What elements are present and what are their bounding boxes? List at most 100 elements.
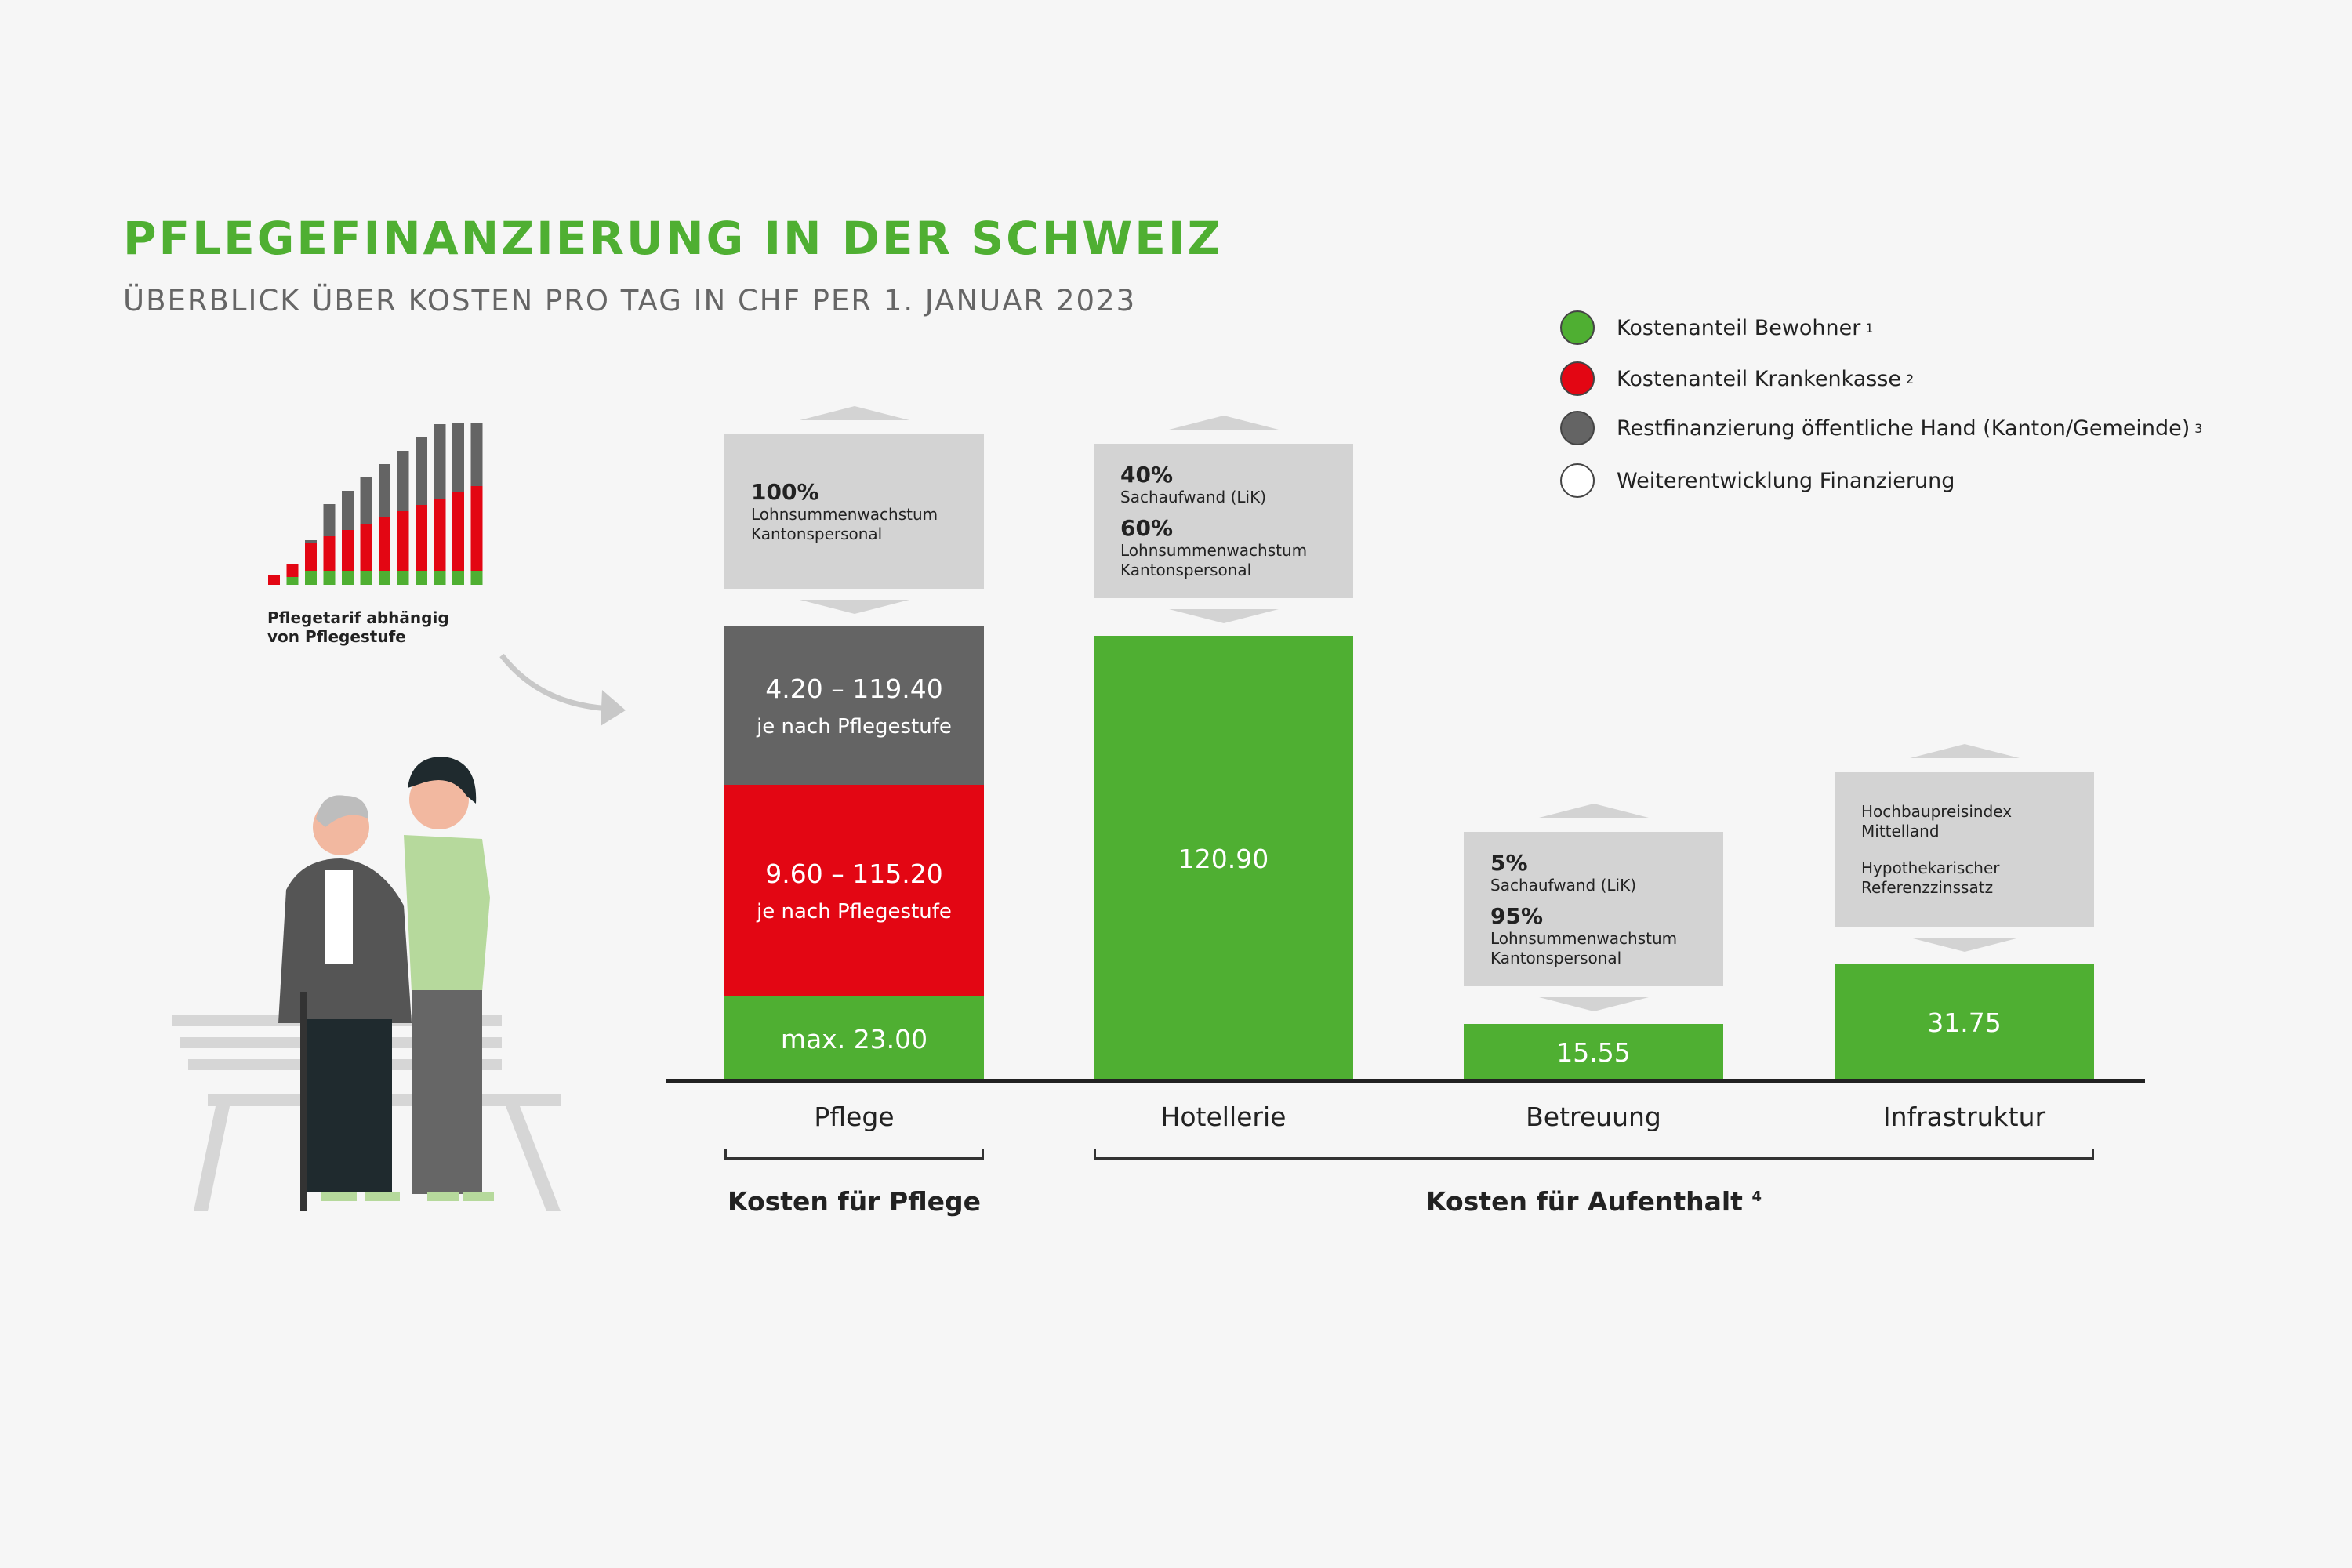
mini-bar-segment [305, 571, 317, 585]
legend-swatch-icon [1560, 310, 1595, 345]
mini-bar-segment [397, 451, 409, 511]
legend-item: Kostenanteil Bewohner 1 [1560, 308, 1874, 347]
caption-line-1: Pflegetarif abhängig [267, 608, 449, 627]
mini-bar-segment [416, 505, 427, 571]
development-percent: 95% [1490, 903, 1544, 929]
mini-bar-segment [323, 504, 336, 536]
caption-line-2: von Pflegestufe [267, 627, 406, 646]
mini-bar-segment [323, 536, 336, 571]
development-percent: 100% [751, 479, 819, 505]
bar-sublabel: je nach Pflegestufe [757, 899, 952, 924]
legend-item: Kostenanteil Krankenkasse 2 [1560, 359, 1914, 398]
mini-bar-segment [286, 564, 299, 577]
mini-bar-segment [397, 511, 409, 571]
mini-bar-segment [342, 491, 354, 530]
mini-bar-segment [379, 517, 390, 571]
category-label: Hotellerie [1160, 1102, 1287, 1132]
mini-bar-segment [305, 540, 317, 543]
development-text: Hochbaupreisindex [1861, 801, 2013, 821]
arrow-up-icon [1538, 804, 1649, 818]
arrow-up-icon [1168, 416, 1279, 430]
development-text: Mittelland [1861, 821, 1940, 840]
bar-value-label: 120.90 [1178, 843, 1269, 874]
legend-item: Restfinanzierung öffentliche Hand (Kanto… [1560, 408, 2202, 448]
bar-value-label: 31.75 [1927, 1007, 2002, 1038]
mini-bar-segment [286, 577, 299, 585]
mini-bar-segment [452, 492, 464, 571]
group-label: Kosten für Aufenthalt 4 [1094, 1186, 2094, 1217]
mini-bar-segment [434, 499, 446, 571]
bar-segment: 9.60 – 115.20 je nach Pflegestufe [724, 785, 984, 996]
mini-bar-segment [360, 477, 372, 524]
development-percent: 40% [1120, 462, 1174, 488]
bar-value-label: 15.55 [1556, 1037, 1631, 1068]
group-label-text: Kosten für Pflege [727, 1186, 982, 1217]
footnote-marker: 3 [2194, 420, 2203, 436]
development-text: Lohnsummenwachstum [751, 505, 938, 524]
development-percent: 60% [1120, 515, 1174, 541]
legend-label: Weiterentwicklung Finanzierung [1617, 468, 1955, 493]
arrow-up-icon [799, 406, 909, 420]
development-text: Kantonspersonal [1120, 561, 1252, 579]
footnote-marker: 1 [1865, 320, 1874, 336]
legend-label: Restfinanzierung öffentliche Hand (Kanto… [1617, 416, 2190, 441]
mini-bar-segment [342, 571, 354, 585]
mini-bar-segment [452, 571, 464, 585]
mini-bar-segment [470, 486, 483, 571]
page-subtitle: ÜBERBLICK ÜBER KOSTEN PRO TAG IN CHF PER… [123, 284, 1137, 318]
mini-bar-segment [268, 575, 280, 585]
mini-bar-segment [434, 571, 446, 585]
elderly-woman-with-caregiver-illustration [172, 757, 561, 1211]
group-label: Kosten für Pflege [724, 1186, 984, 1217]
category-label: Infrastruktur [1882, 1102, 2046, 1132]
legend-swatch-icon [1560, 411, 1595, 445]
mini-bar-segment [360, 571, 372, 585]
group-label-text: Kosten für Aufenthalt [1426, 1186, 1743, 1217]
arrow-down-icon [1538, 997, 1649, 1011]
mini-bar-segment [323, 571, 336, 585]
development-box: 40% Sachaufwand (LiK) 60% Lohnsummenwachstu… [1094, 444, 1353, 598]
mini-bar-segment [434, 424, 446, 499]
x-axis-baseline [666, 1079, 2145, 1083]
mini-bar-segment [397, 571, 409, 585]
development-text: Lohnsummenwachstum [1490, 929, 1678, 948]
development-text: Hypothekarischer [1861, 858, 2000, 877]
category-label: Betreuung [1526, 1102, 1661, 1132]
development-box: 5% Sachaufwand (LiK) 95% Lohnsummenwachstum… [1464, 832, 1723, 986]
bar-segment: 15.55 [1464, 1024, 1723, 1081]
development-text: Kantonspersonal [1490, 949, 1622, 967]
mini-bar-segment [470, 423, 483, 486]
development-text: Referenzzinssatz [1861, 877, 1994, 897]
bar-segment: max. 23.00 [724, 996, 984, 1081]
legend-swatch-icon [1560, 463, 1595, 498]
development-text: Kantonspersonal [751, 524, 883, 543]
mini-bar-segment [416, 571, 427, 585]
bar-segment: 120.90 [1094, 636, 1353, 1081]
legend-item: Weiterentwicklung Finanzierung [1560, 461, 1955, 500]
footnote-marker: 2 [1906, 371, 1915, 387]
category-label: Pflege [814, 1102, 895, 1132]
footnote-marker: 4 [1751, 1189, 1762, 1205]
care-level-mini-chart-icon [268, 423, 483, 585]
page-title: PFLEGEFINANZIERUNG IN DER SCHWEIZ [123, 212, 1223, 265]
development-text: Sachaufwand (LiK) [1120, 488, 1267, 506]
legend-label: Kostenanteil Krankenkasse [1617, 366, 1902, 391]
bar-value-label: 4.20 – 119.40 [765, 673, 943, 704]
mini-bar-segment [342, 530, 354, 571]
arrow-down-icon [1909, 938, 2020, 952]
development-box: Hochbaupreisindex Mittelland Hypothekarisc… [1835, 772, 2094, 927]
arrow-up-icon [1909, 744, 2020, 758]
mini-bar-segment [452, 423, 464, 492]
group-bracket [724, 1149, 984, 1160]
bar-value-label: max. 23.00 [780, 1023, 928, 1054]
bar-segment: 4.20 – 119.40 je nach Pflegestufe [724, 626, 984, 785]
mini-chart-caption: Pflegetarif abhängig von Pflegestufe [267, 608, 449, 646]
arrow-down-icon [1168, 609, 1279, 623]
group-bracket [1094, 1149, 2094, 1160]
mini-bar-segment [379, 464, 390, 517]
bar-value-label: 9.60 – 115.20 [765, 858, 943, 889]
legend-swatch-icon [1560, 361, 1595, 396]
development-percent: 5% [1490, 850, 1528, 876]
development-box: 100% Lohnsummenwachstum Kantonspersonal [724, 434, 984, 589]
mini-bar-segment [470, 571, 483, 585]
